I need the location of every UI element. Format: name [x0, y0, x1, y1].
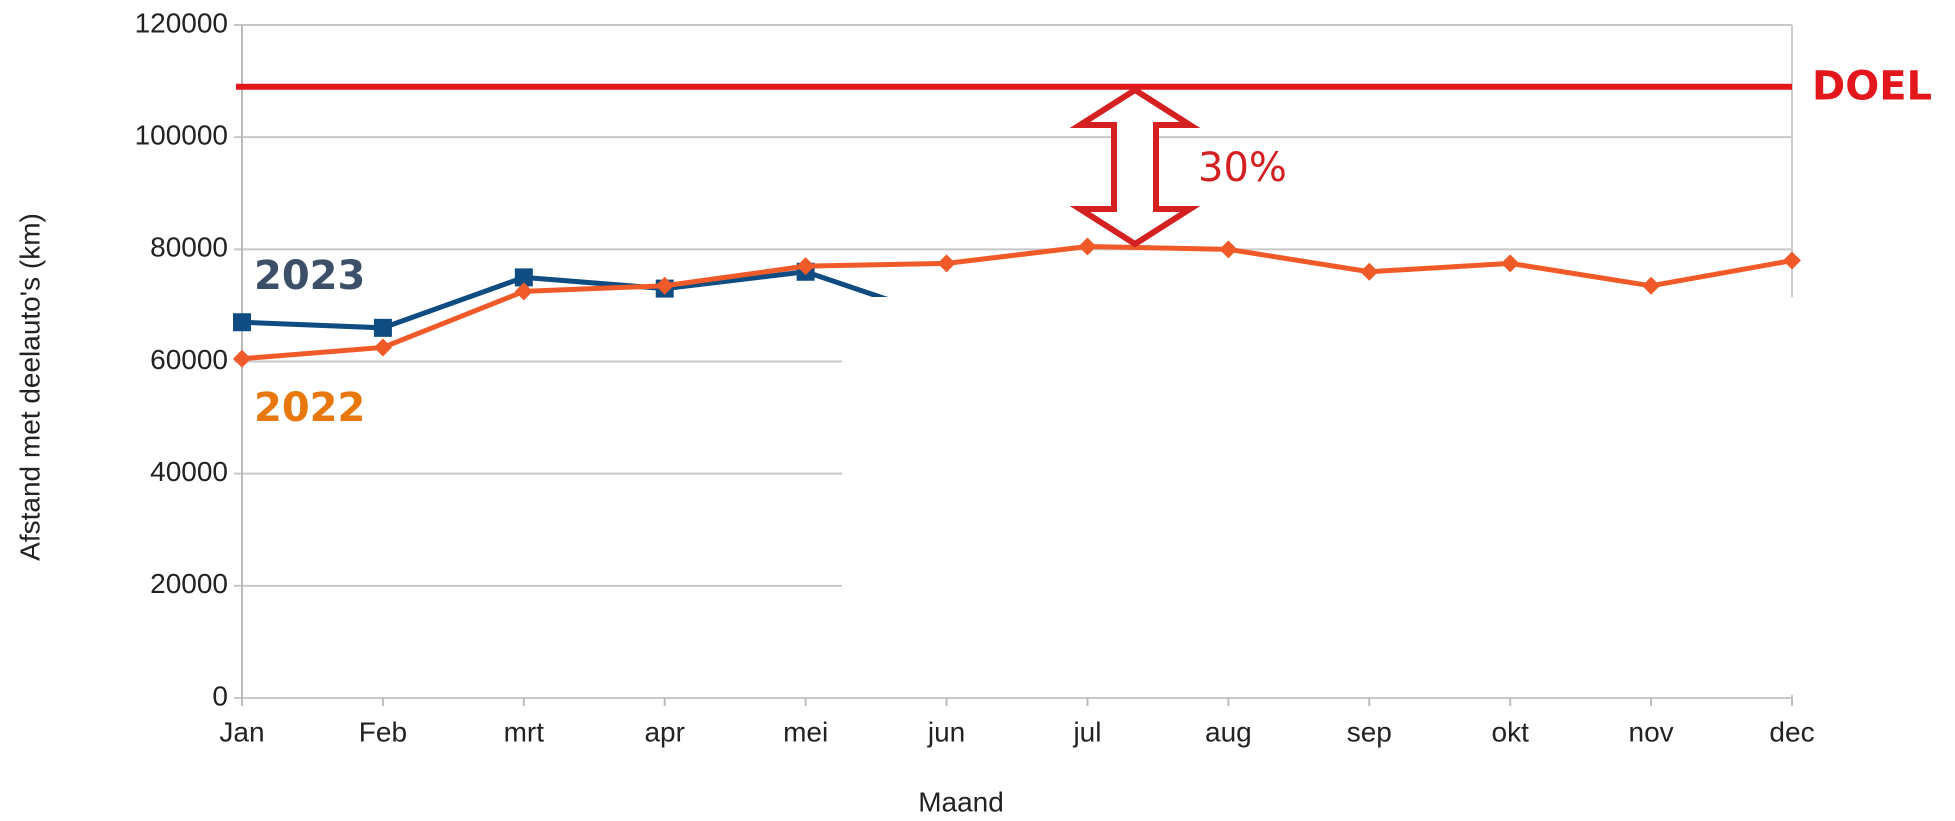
- y-tick-label: 20000: [150, 568, 228, 599]
- series-line: [241, 269, 948, 331]
- marker: [937, 254, 956, 273]
- marker: [1219, 240, 1238, 259]
- marker: [233, 313, 251, 332]
- marker: [514, 282, 533, 301]
- marker: [373, 318, 392, 337]
- y-tick-label: 120000: [135, 7, 228, 38]
- y-tick-label: 100000: [135, 120, 228, 151]
- y-tick-label: 40000: [150, 456, 228, 487]
- marker: [796, 257, 815, 276]
- series-label: 2023: [254, 253, 365, 299]
- gap-label: 30%: [1198, 145, 1287, 191]
- x-tick-label: jul: [1072, 716, 1101, 747]
- marker: [373, 338, 392, 357]
- y-tick-label: 60000: [150, 344, 228, 375]
- x-tick-label: okt: [1492, 716, 1530, 747]
- y-tick-label: 0: [212, 680, 228, 711]
- marker: [1783, 251, 1801, 270]
- x-tick-label: Feb: [359, 716, 407, 747]
- x-tick-label: mei: [783, 716, 828, 747]
- marker: [1360, 262, 1379, 281]
- x-tick-label: dec: [1769, 716, 1814, 747]
- gap-arrow: [1069, 86, 1201, 248]
- y-tick-label: 80000: [150, 232, 228, 263]
- x-tick-label: nov: [1629, 716, 1674, 747]
- cover: [842, 297, 1794, 695]
- marker: [655, 276, 674, 295]
- x-tick-label: jun: [927, 716, 965, 747]
- x-tick-label: apr: [644, 716, 684, 747]
- series-label: 2022: [254, 385, 365, 431]
- x-tick-label: Jan: [219, 716, 264, 747]
- x-tick-label: aug: [1205, 716, 1252, 747]
- marker: [1078, 237, 1097, 256]
- target-label: DOEL: [1812, 64, 1932, 110]
- series-line: [241, 244, 1793, 362]
- marker: [233, 349, 251, 368]
- marker: [1642, 276, 1661, 295]
- marker: [1501, 254, 1520, 273]
- x-tick-label: mrt: [504, 716, 545, 747]
- x-axis-label: Maand: [918, 786, 1004, 817]
- y-axis-label: Afstand met deelauto's (km): [14, 213, 45, 561]
- x-tick-label: sep: [1347, 716, 1392, 747]
- marker: [514, 268, 533, 287]
